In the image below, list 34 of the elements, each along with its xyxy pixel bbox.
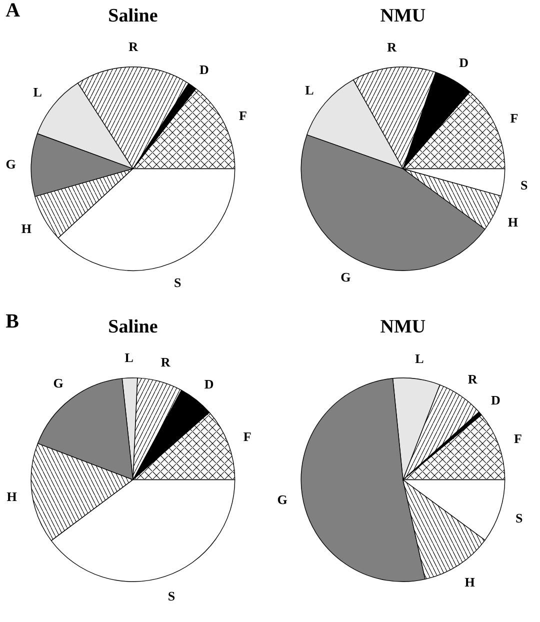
slice-label: R [387,39,398,54]
slice-label: L [305,82,314,98]
slice-label: G [53,375,64,390]
slice-label: S [168,588,176,604]
slice-label: L [124,350,134,365]
slice-label: F [238,108,247,123]
slice-label: H [508,214,518,230]
slice-label: H [464,574,475,590]
slice-label: D [204,376,214,392]
slice-label: S [174,275,182,290]
chart-title: Saline [108,316,158,338]
text: B [6,310,19,333]
slice-label: S [520,178,528,193]
slice-label: D [459,55,469,70]
slice-label: H [6,489,17,504]
slice-label: G [340,269,351,284]
slice-label: H [21,221,32,236]
slice-label: D [490,392,500,408]
text: A [6,0,21,22]
chart-title: Saline [108,5,158,26]
slice-label: R [128,38,139,54]
chart-title: NMU [380,5,426,26]
slice-label: F [514,430,522,446]
slice-label: L [415,351,424,366]
chart-title: NMU [380,316,426,338]
slice-label: R [468,372,478,387]
slice-label: S [516,510,523,526]
slice-label: G [277,492,288,507]
slice-label: G [6,156,16,172]
slice-label: L [33,84,42,100]
slice-label: F [243,428,252,444]
slice-label: D [200,62,209,77]
slice-label: F [510,110,518,126]
slice-label: R [160,354,171,370]
